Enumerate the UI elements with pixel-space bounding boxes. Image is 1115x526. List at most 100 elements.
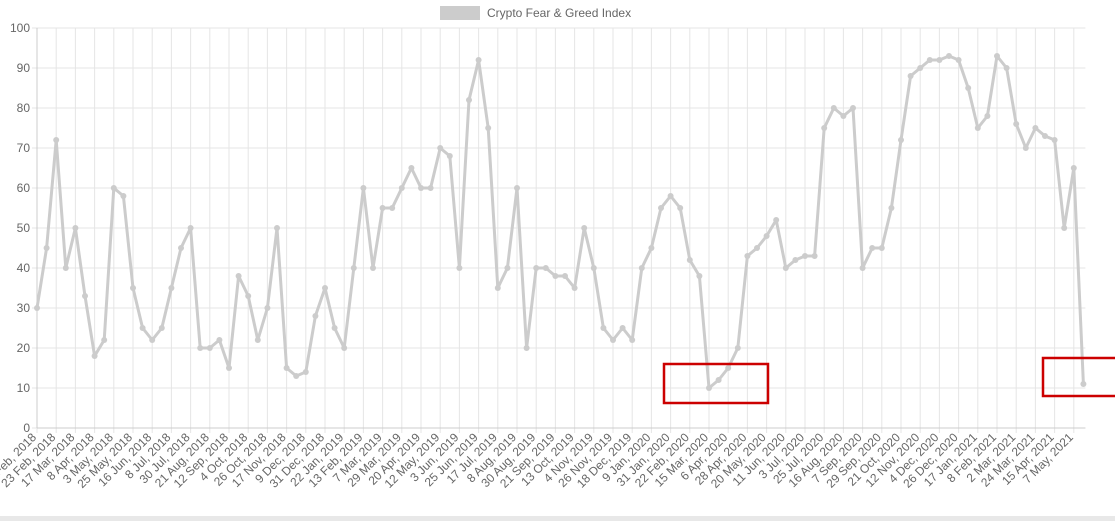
data-point	[965, 85, 972, 91]
y-tick-label: 10	[17, 381, 31, 395]
data-point	[283, 365, 290, 371]
data-point	[389, 205, 396, 211]
data-point	[946, 53, 952, 59]
y-tick-label: 80	[17, 101, 31, 115]
data-point	[648, 245, 655, 251]
data-point	[168, 285, 175, 291]
data-point	[91, 353, 98, 359]
data-point	[581, 225, 588, 231]
data-point	[293, 373, 300, 379]
data-point	[264, 305, 271, 311]
data-point	[619, 325, 626, 331]
data-point	[725, 365, 732, 371]
data-point	[322, 285, 328, 291]
data-point	[686, 257, 693, 263]
data-point	[696, 273, 703, 279]
data-point	[110, 185, 117, 191]
data-point	[782, 265, 789, 271]
data-point	[1003, 65, 1010, 71]
legend: Crypto Fear & Greed Index	[440, 6, 631, 20]
data-point	[571, 285, 578, 291]
data-point	[101, 337, 108, 343]
data-point	[955, 57, 962, 63]
data-point	[274, 225, 280, 231]
data-point	[408, 165, 415, 171]
data-point	[802, 253, 808, 259]
data-point	[926, 57, 933, 63]
data-point	[907, 73, 914, 79]
data-point	[917, 65, 924, 71]
data-point	[437, 145, 444, 151]
data-point	[542, 265, 549, 271]
data-point	[773, 217, 780, 223]
data-point	[898, 137, 904, 143]
legend-label: Crypto Fear & Greed Index	[487, 6, 631, 20]
data-point	[830, 105, 837, 111]
data-point	[331, 325, 338, 331]
highlight-box	[662, 362, 770, 405]
data-point	[610, 337, 616, 343]
bottom-bar	[0, 516, 1115, 521]
data-point	[533, 265, 540, 271]
data-point	[312, 313, 319, 319]
data-point	[706, 385, 712, 391]
data-point	[197, 345, 204, 351]
data-point	[984, 113, 991, 119]
data-point	[494, 285, 501, 291]
data-point	[350, 265, 357, 271]
data-point	[82, 293, 88, 299]
data-point	[840, 113, 847, 119]
data-point	[72, 225, 79, 231]
data-point	[763, 233, 770, 239]
y-tick-label: 40	[17, 261, 31, 275]
data-point	[734, 345, 741, 351]
data-point	[130, 285, 136, 291]
y-tick-label: 90	[17, 61, 31, 75]
data-point	[456, 265, 463, 271]
y-tick-label: 0	[23, 421, 30, 435]
data-point	[475, 57, 482, 63]
data-point	[994, 53, 1000, 59]
data-point	[139, 325, 146, 331]
data-point	[1032, 125, 1039, 131]
data-point	[677, 205, 684, 211]
data-point	[715, 377, 722, 383]
data-point	[936, 57, 943, 63]
data-point	[859, 265, 866, 271]
data-point	[754, 245, 760, 251]
data-point	[658, 205, 664, 211]
data-point	[466, 97, 472, 103]
y-tick-label: 20	[17, 341, 31, 355]
data-point	[600, 325, 607, 331]
data-point	[149, 337, 156, 343]
data-point	[379, 205, 386, 211]
legend-swatch	[440, 6, 480, 20]
data-point	[562, 273, 568, 279]
data-point	[888, 205, 895, 211]
data-point	[187, 225, 194, 231]
data-point	[1070, 165, 1077, 171]
data-point	[360, 185, 367, 191]
data-point	[744, 253, 751, 259]
data-point	[446, 153, 453, 159]
data-point	[302, 369, 309, 375]
data-point	[398, 185, 405, 191]
y-tick-label: 50	[17, 221, 31, 235]
data-point	[1022, 145, 1029, 151]
data-point	[1051, 137, 1058, 143]
data-point	[667, 193, 674, 199]
data-point	[1080, 381, 1087, 387]
series-line	[35, 54, 1085, 390]
y-tick-label: 70	[17, 141, 31, 155]
data-point	[523, 345, 530, 351]
data-point	[590, 265, 597, 271]
data-point	[216, 337, 223, 343]
data-point	[226, 365, 232, 371]
data-point	[504, 265, 511, 271]
data-point	[552, 273, 559, 279]
data-point	[370, 265, 376, 271]
data-point	[1061, 225, 1068, 231]
data-point	[43, 245, 50, 251]
